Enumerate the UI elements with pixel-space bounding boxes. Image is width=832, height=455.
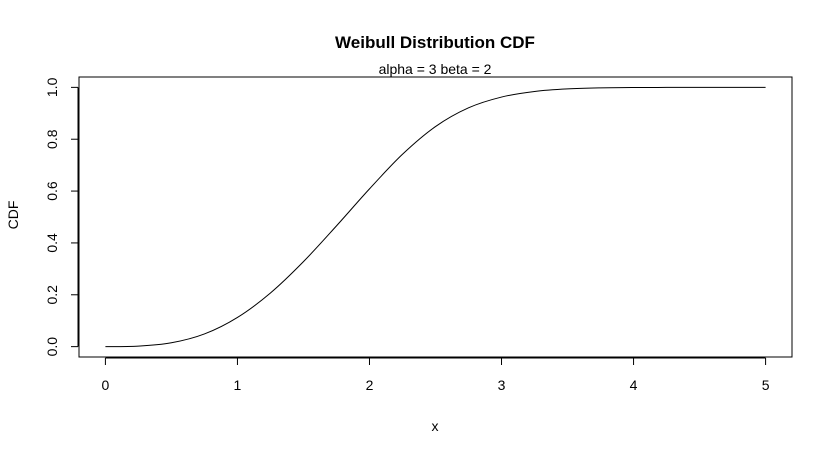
y-tick-label: 0.2	[44, 285, 60, 305]
y-tick-label: 0.6	[44, 181, 60, 201]
y-tick-label: 0.8	[44, 129, 60, 149]
y-axis: 0.0 0.2 0.4 0.6 0.8 1.0	[44, 77, 79, 357]
series-layer	[105, 86, 766, 348]
x-tick-label: 2	[366, 377, 374, 393]
y-tick-label: 0.4	[44, 233, 60, 253]
x-tick-label: 5	[762, 377, 770, 393]
y-tick-label: 1.0	[44, 77, 60, 97]
chart-title: Weibull Distribution CDF	[335, 33, 535, 52]
x-tick-label: 1	[234, 377, 242, 393]
chart-subtitle: alpha = 3 beta = 2	[379, 61, 492, 77]
x-axis: 0 1 2 3 4 5	[102, 357, 770, 393]
plot-frame	[78, 76, 793, 358]
x-axis-title: x	[432, 418, 439, 434]
y-axis-title: CDF	[5, 201, 21, 230]
x-tick-label: 3	[498, 377, 506, 393]
cdf-curve	[105, 86, 766, 348]
y-tick-label: 0.0	[44, 337, 60, 357]
x-tick-label: 0	[102, 377, 110, 393]
x-tick-label: 4	[630, 377, 638, 393]
